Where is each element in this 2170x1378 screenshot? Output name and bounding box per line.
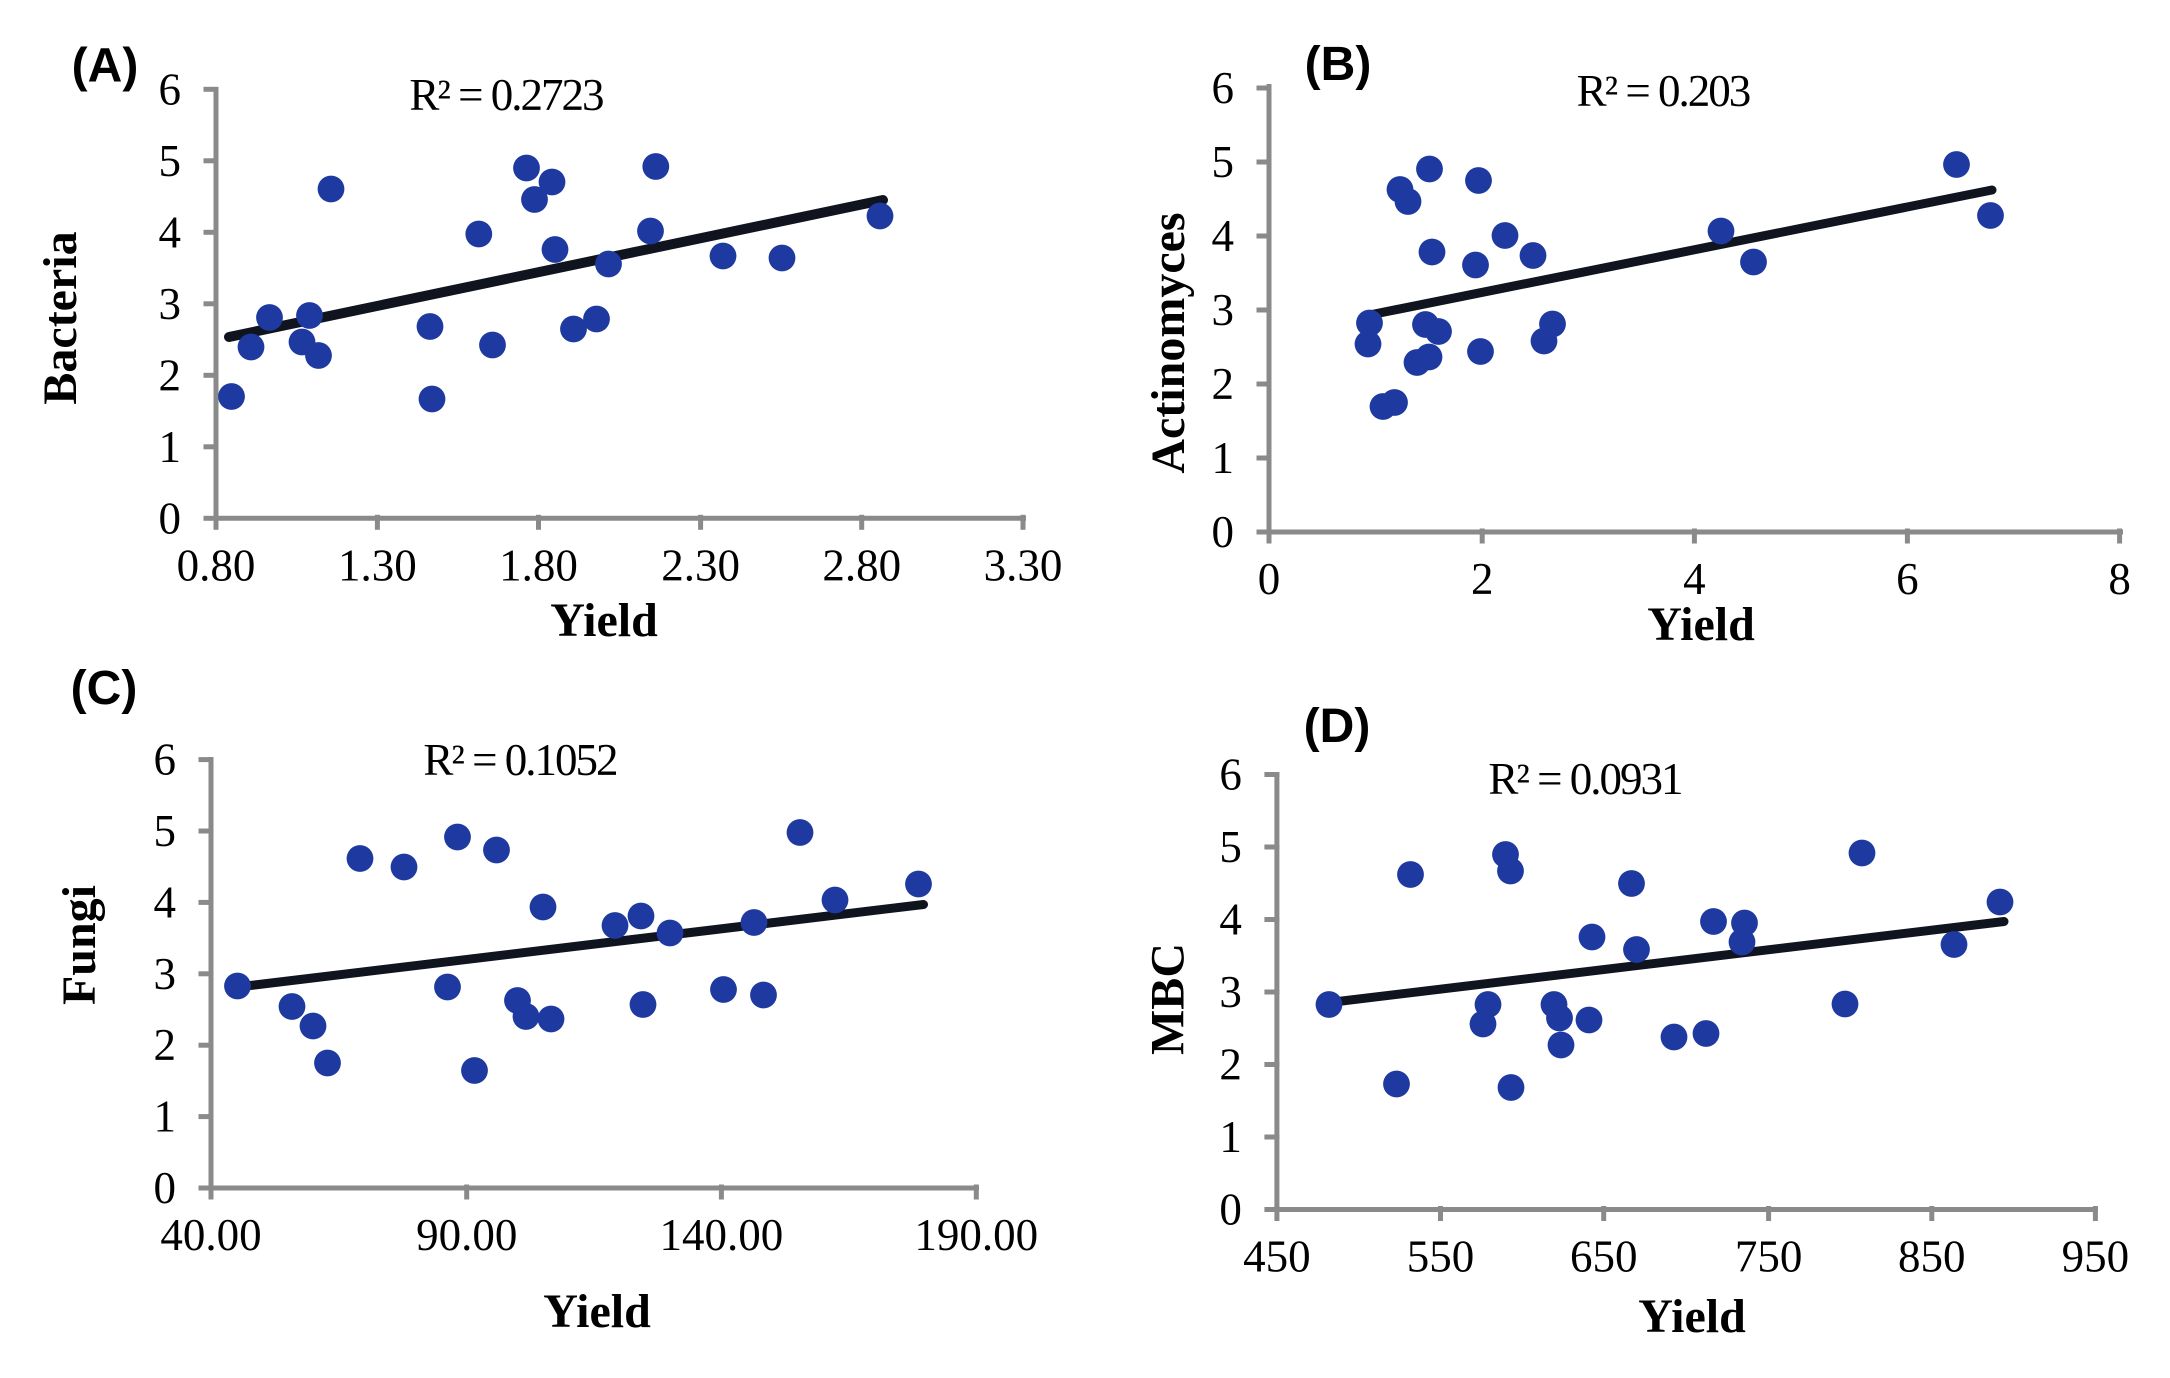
svg-text:3: 3 <box>1212 285 1235 335</box>
svg-text:6: 6 <box>1219 750 1242 800</box>
svg-text:2.30: 2.30 <box>661 540 740 590</box>
svg-text:0: 0 <box>1258 554 1281 604</box>
svg-text:1: 1 <box>1212 433 1235 483</box>
svg-text:4: 4 <box>154 877 177 927</box>
svg-text:0: 0 <box>1219 1185 1242 1235</box>
svg-text:1: 1 <box>1219 1112 1242 1162</box>
svg-text:450: 450 <box>1243 1232 1311 1282</box>
svg-text:4: 4 <box>1212 211 1235 261</box>
svg-text:0: 0 <box>1212 507 1235 557</box>
svg-text:4: 4 <box>1219 895 1242 945</box>
svg-text:MBC: MBC <box>1142 943 1195 1055</box>
svg-text:750: 750 <box>1735 1232 1803 1282</box>
svg-text:850: 850 <box>1898 1232 1966 1282</box>
svg-text:(D): (D) <box>1304 700 1371 753</box>
svg-text:6: 6 <box>1896 554 1919 604</box>
svg-text:0.80: 0.80 <box>177 540 256 590</box>
svg-text:2: 2 <box>1219 1040 1242 1090</box>
svg-text:550: 550 <box>1407 1232 1475 1282</box>
svg-text:6: 6 <box>159 64 182 114</box>
svg-text:3: 3 <box>1219 967 1242 1017</box>
svg-text:R² = 0.203: R² = 0.203 <box>1577 66 1750 116</box>
svg-text:(B): (B) <box>1305 38 1372 91</box>
svg-text:Yield: Yield <box>1647 598 1755 651</box>
svg-text:Actinomyces: Actinomyces <box>1142 212 1195 473</box>
svg-text:1: 1 <box>154 1092 177 1142</box>
svg-text:3: 3 <box>159 279 182 329</box>
svg-text:140.00: 140.00 <box>660 1210 784 1260</box>
svg-text:Fungi: Fungi <box>53 885 106 1005</box>
svg-text:4: 4 <box>159 207 182 257</box>
svg-text:950: 950 <box>2062 1232 2130 1282</box>
svg-text:5: 5 <box>159 136 182 186</box>
svg-text:(A): (A) <box>72 40 139 93</box>
svg-text:4: 4 <box>1683 554 1706 604</box>
svg-text:90.00: 90.00 <box>416 1210 517 1260</box>
svg-text:650: 650 <box>1570 1232 1638 1282</box>
svg-text:2: 2 <box>1212 359 1235 409</box>
svg-text:R² = 0.2723: R² = 0.2723 <box>409 70 603 120</box>
svg-text:3.30: 3.30 <box>984 540 1063 590</box>
svg-text:Yield: Yield <box>543 1285 651 1338</box>
svg-text:(C): (C) <box>71 662 138 715</box>
svg-text:2: 2 <box>154 1020 177 1070</box>
svg-text:2: 2 <box>1471 554 1494 604</box>
svg-text:40.00: 40.00 <box>160 1210 261 1260</box>
svg-text:190.00: 190.00 <box>914 1210 1038 1260</box>
svg-text:5: 5 <box>1212 137 1235 187</box>
svg-text:6: 6 <box>154 735 177 785</box>
svg-text:5: 5 <box>1219 822 1242 872</box>
svg-text:3: 3 <box>154 949 177 999</box>
svg-text:5: 5 <box>154 806 177 856</box>
svg-text:Yield: Yield <box>550 594 658 647</box>
svg-text:1: 1 <box>159 422 182 472</box>
svg-text:Yield: Yield <box>1638 1290 1746 1343</box>
svg-text:8: 8 <box>2108 554 2131 604</box>
svg-text:2: 2 <box>159 350 182 400</box>
svg-text:Bacteria: Bacteria <box>34 231 87 404</box>
svg-text:R² = 0.0931: R² = 0.0931 <box>1488 754 1681 804</box>
svg-text:1.80: 1.80 <box>499 540 578 590</box>
svg-text:R² = 0.1052: R² = 0.1052 <box>423 735 617 785</box>
svg-text:2.80: 2.80 <box>822 540 901 590</box>
svg-text:1.30: 1.30 <box>338 540 417 590</box>
svg-text:6: 6 <box>1212 63 1235 113</box>
svg-text:0: 0 <box>154 1163 177 1213</box>
svg-text:0: 0 <box>159 493 182 543</box>
